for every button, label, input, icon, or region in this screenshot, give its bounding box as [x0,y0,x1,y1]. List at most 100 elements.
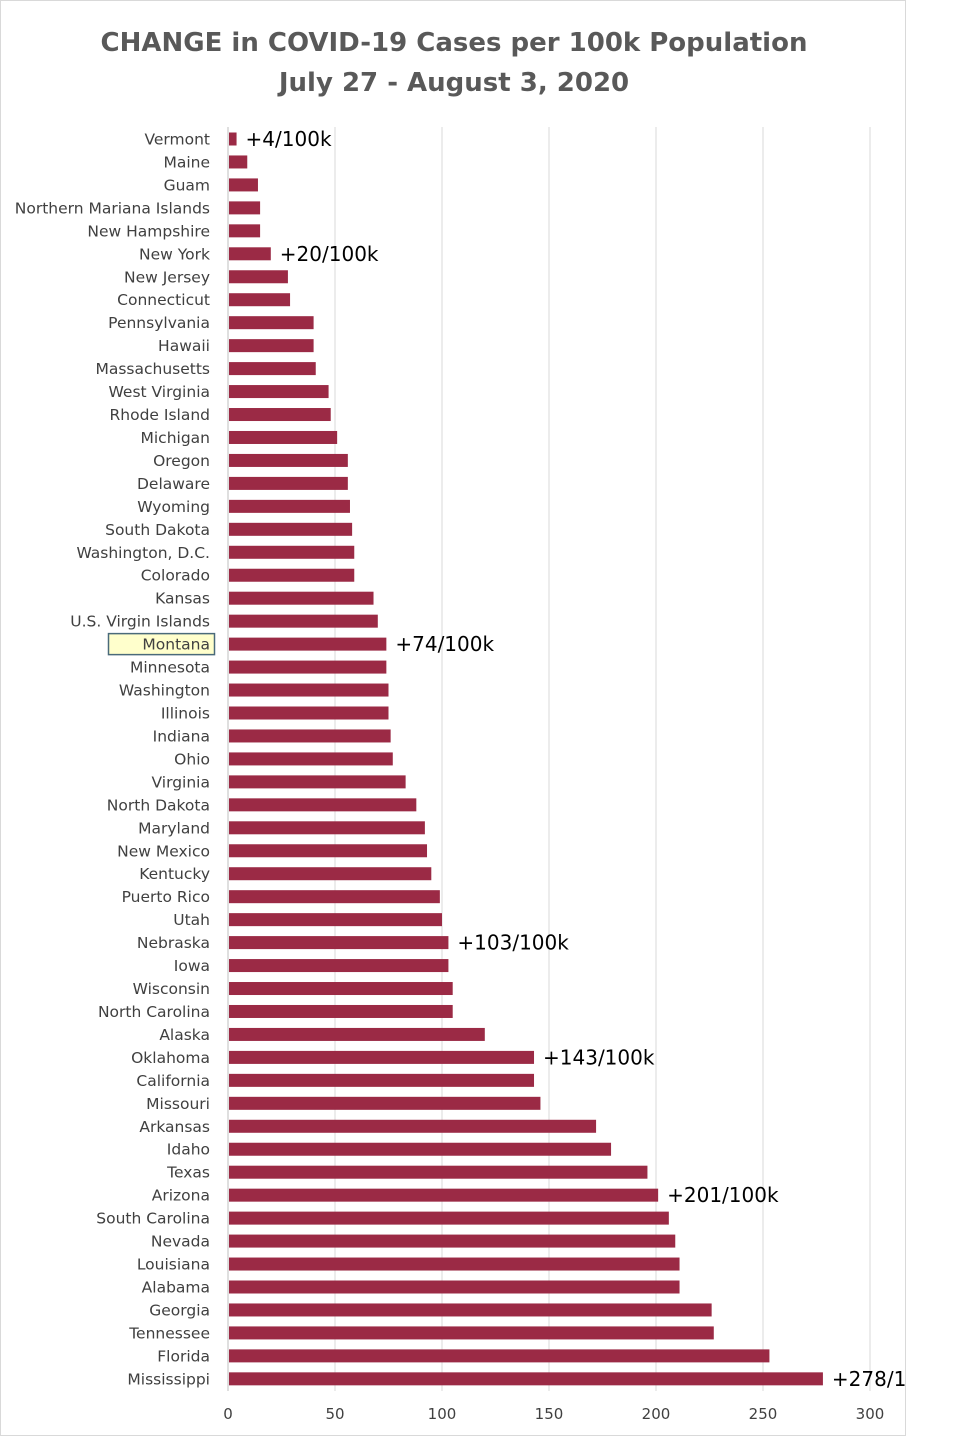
annotation-label: +278/100k [832,1367,907,1391]
category-label: Maine [163,153,210,171]
bar-puerto-rico [229,890,440,904]
category-label: North Carolina [98,1003,210,1021]
bar-west-virginia [229,385,329,399]
category-label: Rhode Island [110,406,211,424]
category-label: California [136,1072,210,1090]
category-label: Louisiana [137,1256,210,1274]
category-label: Indiana [153,727,210,745]
bar-virginia [229,775,406,789]
category-label: Vermont [144,131,210,149]
annotations: +4/100k +20/100k +74/100k +103/100k +143/100… [246,127,907,1391]
bars [229,132,823,1386]
category-label: Nebraska [137,934,210,952]
category-label: Colorado [141,567,210,585]
category-label: Missouri [146,1095,210,1113]
category-label: Puerto Rico [122,888,210,906]
bar-northern-mariana-islands [229,201,261,215]
bar-utah [229,913,442,927]
bar-kansas [229,591,374,605]
bar-colorado [229,568,355,582]
category-label: Utah [173,911,210,929]
category-label: Alaska [159,1026,210,1044]
bar-maine [229,155,248,169]
category-label: U.S. Virgin Islands [70,613,210,631]
bar-idaho [229,1142,612,1156]
category-label: New York [139,245,210,263]
category-label: Delaware [137,475,210,493]
category-label: Illinois [161,705,210,723]
annotation-label: +143/100k [543,1045,655,1069]
bar-michigan [229,430,338,444]
x-tick-label: 0 [223,1405,233,1423]
bar-florida [229,1349,770,1363]
bar-new-hampshire [229,224,261,238]
category-label: Northern Mariana Islands [15,199,210,217]
category-label: Kansas [155,590,210,608]
x-tick-label: 150 [535,1405,564,1423]
category-label: South Dakota [105,521,210,539]
bar-mississippi [229,1372,823,1386]
bar-alaska [229,1027,485,1041]
annotation-label: +201/100k [667,1183,779,1207]
category-label: Maryland [138,819,210,837]
bar-washington-d-c [229,545,355,559]
bar-iowa [229,959,449,973]
category-label: New Hampshire [87,222,210,240]
annotation-label: +74/100k [395,632,494,656]
category-label: Washington, D.C. [76,544,210,562]
highlight-box [107,632,216,656]
category-label: Mississippi [127,1370,210,1388]
bar-louisiana [229,1257,680,1271]
category-label: Oklahoma [131,1049,210,1067]
category-label: Ohio [174,750,210,768]
category-label: Hawaii [158,337,210,355]
annotation-label: +20/100k [280,242,379,266]
bar-maryland [229,821,425,835]
bar-u-s-virgin-islands [229,614,378,628]
category-label: Iowa [174,957,210,975]
bar-south-carolina [229,1211,669,1225]
category-label: Guam [164,176,210,194]
x-tick-label: 200 [642,1405,671,1423]
category-label: West Virginia [109,383,210,401]
x-tick-label: 250 [749,1405,778,1423]
category-label: Massachusetts [95,360,210,378]
bar-tennessee [229,1326,714,1340]
category-label: New Jersey [124,268,210,286]
chart-area: CHANGE in COVID-19 Cases per 100k Popula… [0,0,907,1436]
category-label: Montana [142,636,210,654]
category-label: Minnesota [130,659,210,677]
annotation-label: +4/100k [246,127,332,151]
bar-missouri [229,1096,541,1110]
category-label: South Carolina [96,1210,210,1228]
bar-rhode-island [229,408,331,422]
annotation-label: +103/100k [457,931,569,955]
bar-oregon [229,453,348,467]
grid-lines [227,127,871,1391]
bar-nevada [229,1234,676,1248]
bar-illinois [229,706,389,720]
category-label: Georgia [149,1301,210,1319]
category-label: Wyoming [137,498,210,516]
bar-montana [229,637,387,651]
category-label: Kentucky [139,865,210,883]
x-tick-label: 100 [428,1405,457,1423]
category-label: Texas [166,1164,210,1182]
bar-new-mexico [229,844,428,858]
chart-subtitle: July 27 - August 3, 2020 [278,68,630,98]
bar-massachusetts [229,362,316,376]
bar-guam [229,178,258,192]
bar-south-dakota [229,522,353,536]
bar-california [229,1073,535,1087]
bar-wyoming [229,499,350,513]
category-label: Oregon [153,452,210,470]
bar-wisconsin [229,982,453,996]
category-label: Arizona [152,1187,210,1205]
x-tick-label: 50 [325,1405,344,1423]
category-label: Wisconsin [133,980,210,998]
bar-arizona [229,1188,659,1202]
category-label: New Mexico [117,842,210,860]
bar-alabama [229,1280,680,1294]
category-label: Connecticut [117,291,210,309]
bar-new-jersey [229,270,288,284]
